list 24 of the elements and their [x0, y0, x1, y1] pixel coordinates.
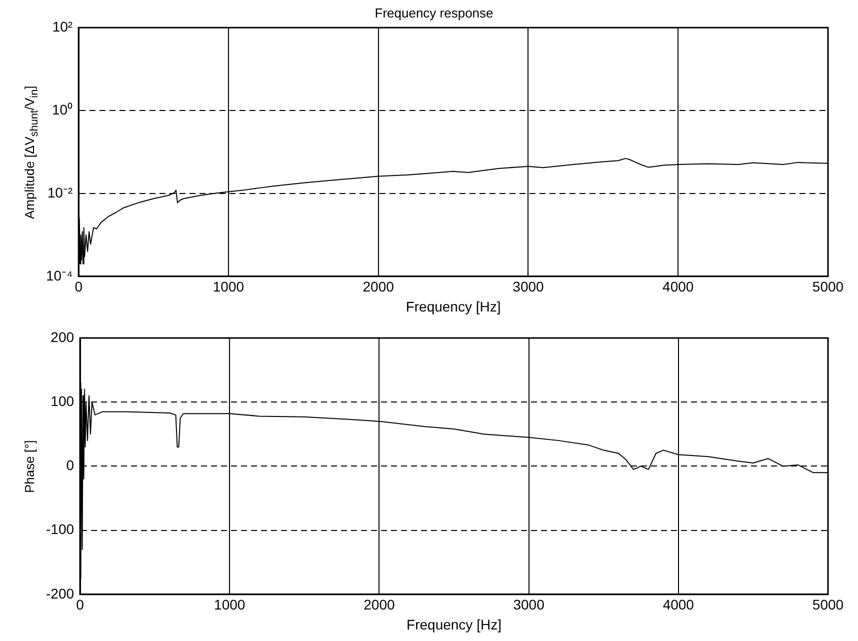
x-tick-label: 1000	[214, 596, 246, 613]
x-tick-label: 0	[76, 596, 84, 613]
y-tick-label: 0	[66, 457, 74, 474]
y-tick-label: 100	[50, 392, 74, 409]
y-tick-label: 10⁻²	[47, 184, 73, 200]
x-axis-title: Frequency [Hz]	[406, 298, 501, 314]
y-tick-label: -200	[46, 585, 74, 602]
x-tick-label: 5000	[812, 596, 844, 613]
x-tick-label: 3000	[513, 596, 545, 613]
x-tick-label: 1000	[212, 278, 244, 295]
y-axis-title: Phase [°]	[22, 440, 37, 493]
y-tick-label: 10⁰	[52, 101, 73, 118]
x-axis-title: Frequency [Hz]	[406, 616, 502, 632]
x-tick-label: 2000	[362, 278, 394, 295]
y-tick-label: 200	[50, 328, 74, 345]
y-tick-label: -100	[46, 521, 74, 538]
x-tick-label: 5000	[812, 278, 844, 295]
x-tick-label: 2000	[364, 596, 395, 613]
x-tick-label: 3000	[512, 278, 544, 295]
x-tick-label: 4000	[662, 278, 694, 295]
x-tick-label: 4000	[662, 596, 694, 613]
y-tick-label: 10⁻⁴	[46, 267, 73, 284]
chart-title: Frequency response	[374, 5, 494, 20]
y-tick-label: 10²	[52, 18, 73, 34]
